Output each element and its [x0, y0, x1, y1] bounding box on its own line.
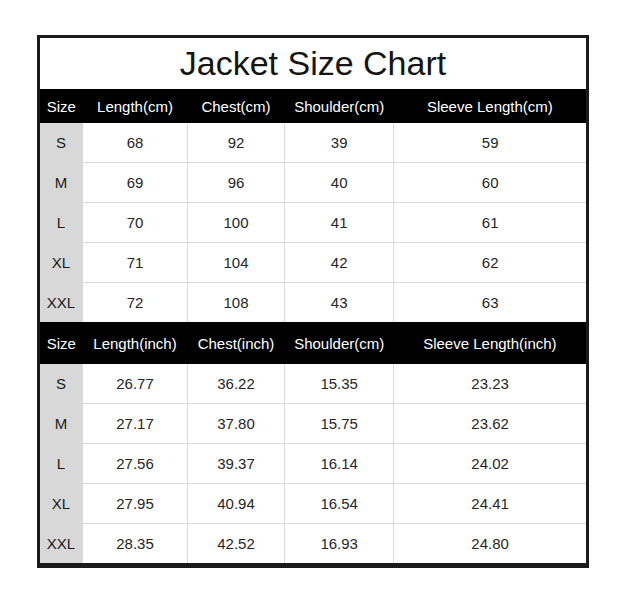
size-cell: L	[40, 444, 83, 484]
column-header: Shoulder(cm)	[285, 322, 394, 364]
value-cell: 68	[83, 123, 188, 163]
column-header: Sleeve Length(cm)	[394, 89, 586, 123]
table-row: S68923959	[40, 123, 586, 163]
table-row: XL27.9540.9416.5424.41	[40, 484, 586, 524]
value-cell: 23.23	[394, 364, 586, 404]
table-row: L27.5639.3716.1424.02	[40, 444, 586, 484]
value-cell: 100	[187, 203, 284, 243]
value-cell: 59	[394, 123, 586, 163]
size-cell: XXL	[40, 524, 83, 564]
value-cell: 16.93	[285, 524, 394, 564]
table-row: M27.1737.8015.7523.62	[40, 404, 586, 444]
value-cell: 92	[187, 123, 284, 163]
table-row: M69964060	[40, 163, 586, 203]
size-cell: S	[40, 364, 83, 404]
value-cell: 40.94	[187, 484, 284, 524]
size-cell: XL	[40, 243, 83, 283]
page: Jacket Size Chart SizeLength(cm)Chest(cm…	[0, 0, 624, 612]
value-cell: 40	[285, 163, 394, 203]
value-cell: 23.62	[394, 404, 586, 444]
value-cell: 27.95	[83, 484, 188, 524]
table-row: S26.7736.2215.3523.23	[40, 364, 586, 404]
value-cell: 15.35	[285, 364, 394, 404]
value-cell: 108	[187, 283, 284, 323]
table-row: XXL721084363	[40, 283, 586, 323]
value-cell: 16.54	[285, 484, 394, 524]
table-row: L701004161	[40, 203, 586, 243]
column-header: Size	[40, 89, 83, 123]
size-table-cm: SizeLength(cm)Chest(cm)Shoulder(cm)Sleev…	[40, 89, 586, 322]
value-cell: 70	[83, 203, 188, 243]
value-cell: 39	[285, 123, 394, 163]
value-cell: 71	[83, 243, 188, 283]
column-header: Sleeve Length(inch)	[394, 322, 586, 364]
value-cell: 61	[394, 203, 586, 243]
value-cell: 60	[394, 163, 586, 203]
size-table-inch: SizeLength(inch)Chest(inch)Shoulder(cm)S…	[40, 322, 586, 563]
size-cell: L	[40, 203, 83, 243]
value-cell: 28.35	[83, 524, 188, 564]
column-header: Chest(inch)	[187, 322, 284, 364]
value-cell: 24.02	[394, 444, 586, 484]
value-cell: 72	[83, 283, 188, 323]
table-header-row: SizeLength(cm)Chest(cm)Shoulder(cm)Sleev…	[40, 89, 586, 123]
chart-title: Jacket Size Chart	[40, 38, 586, 89]
value-cell: 27.56	[83, 444, 188, 484]
value-cell: 43	[285, 283, 394, 323]
column-header: Shoulder(cm)	[285, 89, 394, 123]
size-cell: M	[40, 404, 83, 444]
value-cell: 39.37	[187, 444, 284, 484]
size-cell: XL	[40, 484, 83, 524]
value-cell: 63	[394, 283, 586, 323]
size-cell: M	[40, 163, 83, 203]
column-header: Length(cm)	[83, 89, 188, 123]
value-cell: 37.80	[187, 404, 284, 444]
value-cell: 62	[394, 243, 586, 283]
value-cell: 41	[285, 203, 394, 243]
table-header-row: SizeLength(inch)Chest(inch)Shoulder(cm)S…	[40, 322, 586, 364]
jacket-size-chart: Jacket Size Chart SizeLength(cm)Chest(cm…	[37, 35, 589, 568]
value-cell: 15.75	[285, 404, 394, 444]
value-cell: 27.17	[83, 404, 188, 444]
value-cell: 24.41	[394, 484, 586, 524]
column-header: Size	[40, 322, 83, 364]
value-cell: 24.80	[394, 524, 586, 564]
value-cell: 36.22	[187, 364, 284, 404]
table-row: XXL28.3542.5216.9324.80	[40, 524, 586, 564]
column-header: Chest(cm)	[187, 89, 284, 123]
table-row: XL711044262	[40, 243, 586, 283]
value-cell: 104	[187, 243, 284, 283]
column-header: Length(inch)	[83, 322, 188, 364]
value-cell: 96	[187, 163, 284, 203]
value-cell: 69	[83, 163, 188, 203]
size-cell: S	[40, 123, 83, 163]
value-cell: 26.77	[83, 364, 188, 404]
value-cell: 42	[285, 243, 394, 283]
value-cell: 16.14	[285, 444, 394, 484]
size-cell: XXL	[40, 283, 83, 323]
value-cell: 42.52	[187, 524, 284, 564]
